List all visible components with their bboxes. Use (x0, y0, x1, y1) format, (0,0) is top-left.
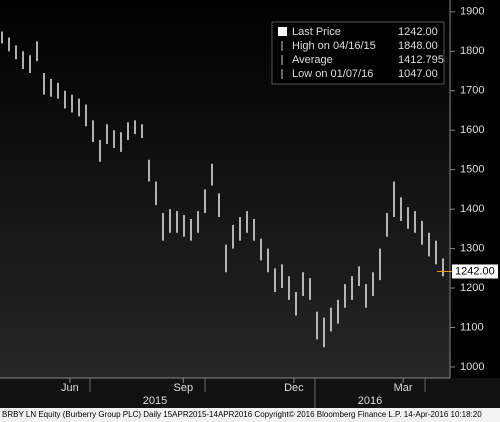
legend-label: Last Price (292, 26, 341, 38)
y-tick-label: 1300 (460, 242, 484, 254)
year-label: 2016 (358, 395, 382, 407)
y-tick-label: 1400 (460, 203, 484, 215)
legend-label: Average (292, 54, 333, 66)
legend-label: High on 04/16/15 (292, 40, 376, 52)
y-tick-label: 1200 (460, 282, 484, 294)
legend-label: Low on 01/07/16 (292, 68, 373, 80)
y-tick-label: 1800 (460, 45, 484, 57)
footer-area (0, 408, 500, 422)
quarter-dividers (89, 378, 426, 408)
y-tick-label: 1700 (460, 85, 484, 97)
footer: BRBY LN Equity (Burberry Group PLC) Dail… (2, 410, 482, 419)
legend-value: 1412.795 (398, 54, 444, 66)
x-tick-label: Jun (61, 382, 79, 394)
y-tick-label: 1900 (460, 6, 484, 18)
x-tick-label: Dec (284, 382, 304, 394)
y-tick-label: 1000 (460, 361, 484, 373)
y-tick-label: 1500 (460, 164, 484, 176)
legend-value: 1242.00 (398, 26, 438, 38)
last-price-box (452, 264, 498, 279)
x-axis-area (0, 378, 500, 408)
x-tick-label: Mar (394, 382, 413, 394)
year-label: 2015 (143, 395, 167, 407)
legend-value: 1848.00 (398, 40, 438, 52)
last-price-label: 1242.00 (455, 265, 495, 277)
x-tick-label: Sep (174, 382, 194, 394)
legend-value: 1047.00 (398, 68, 438, 80)
legend-swatch (278, 27, 287, 36)
legend-box (271, 21, 445, 85)
y-tick-label: 1600 (460, 124, 484, 136)
y-tick-label: 1100 (460, 321, 484, 333)
